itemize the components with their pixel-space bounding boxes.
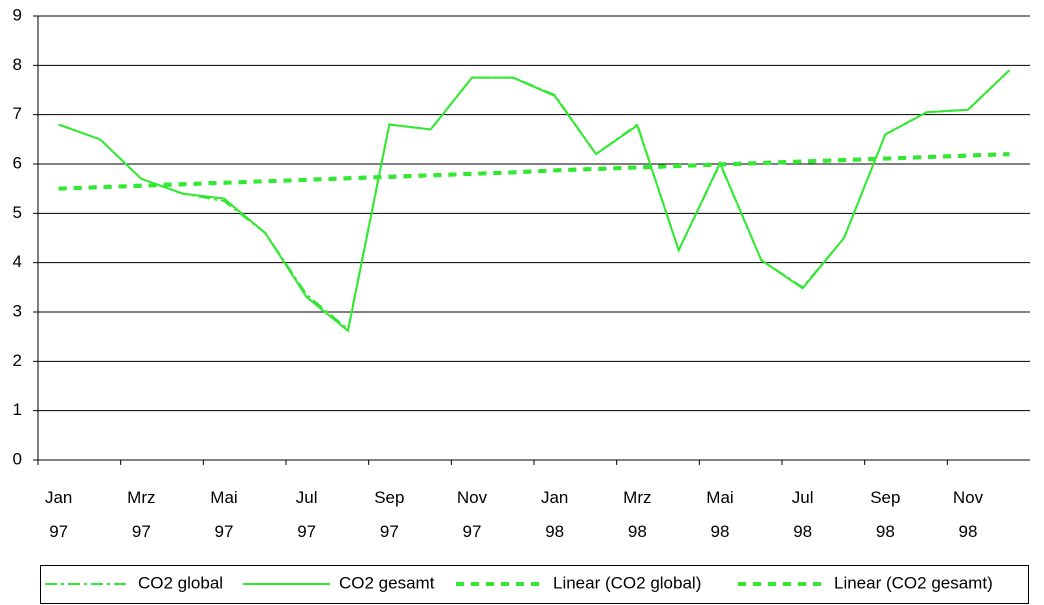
y-tick-label: 2 bbox=[13, 351, 22, 370]
x-tick-label: Mai 97 bbox=[210, 488, 238, 541]
y-tick-label: 6 bbox=[13, 153, 22, 172]
legend-label: CO2 global bbox=[138, 573, 223, 592]
x-tick-label: Mai 98 bbox=[706, 488, 734, 541]
legend-label: Linear (CO2 global) bbox=[553, 573, 701, 592]
legend-label: Linear (CO2 gesamt) bbox=[834, 573, 993, 592]
legend-label: CO2 gesamt bbox=[339, 573, 435, 592]
y-tick-label: 9 bbox=[13, 5, 22, 24]
y-tick-label: 8 bbox=[13, 55, 22, 74]
x-tick-label: Jul 98 bbox=[791, 488, 814, 541]
x-tick-label: Mrz 97 bbox=[127, 488, 156, 541]
series-line bbox=[58, 69, 1011, 332]
series-line bbox=[58, 69, 1011, 333]
y-tick-label: 0 bbox=[13, 449, 22, 468]
y-tick-label: 3 bbox=[13, 301, 22, 320]
x-tick-label: Mrz 98 bbox=[623, 488, 652, 541]
x-tick-label: Nov 98 bbox=[952, 488, 984, 541]
y-tick-label: 4 bbox=[13, 252, 22, 271]
y-tick-label: 7 bbox=[13, 104, 22, 123]
x-tick-label: Nov 97 bbox=[456, 488, 488, 541]
x-tick-label: Jan 97 bbox=[44, 488, 73, 541]
x-tick-label: Jan 98 bbox=[540, 488, 569, 541]
x-tick-label: Jul 97 bbox=[295, 488, 318, 541]
y-tick-label: 1 bbox=[13, 400, 22, 419]
x-tick-label: Sep 98 bbox=[870, 488, 901, 541]
y-tick-label: 5 bbox=[13, 203, 22, 222]
x-tick-label: Sep 97 bbox=[374, 488, 405, 541]
